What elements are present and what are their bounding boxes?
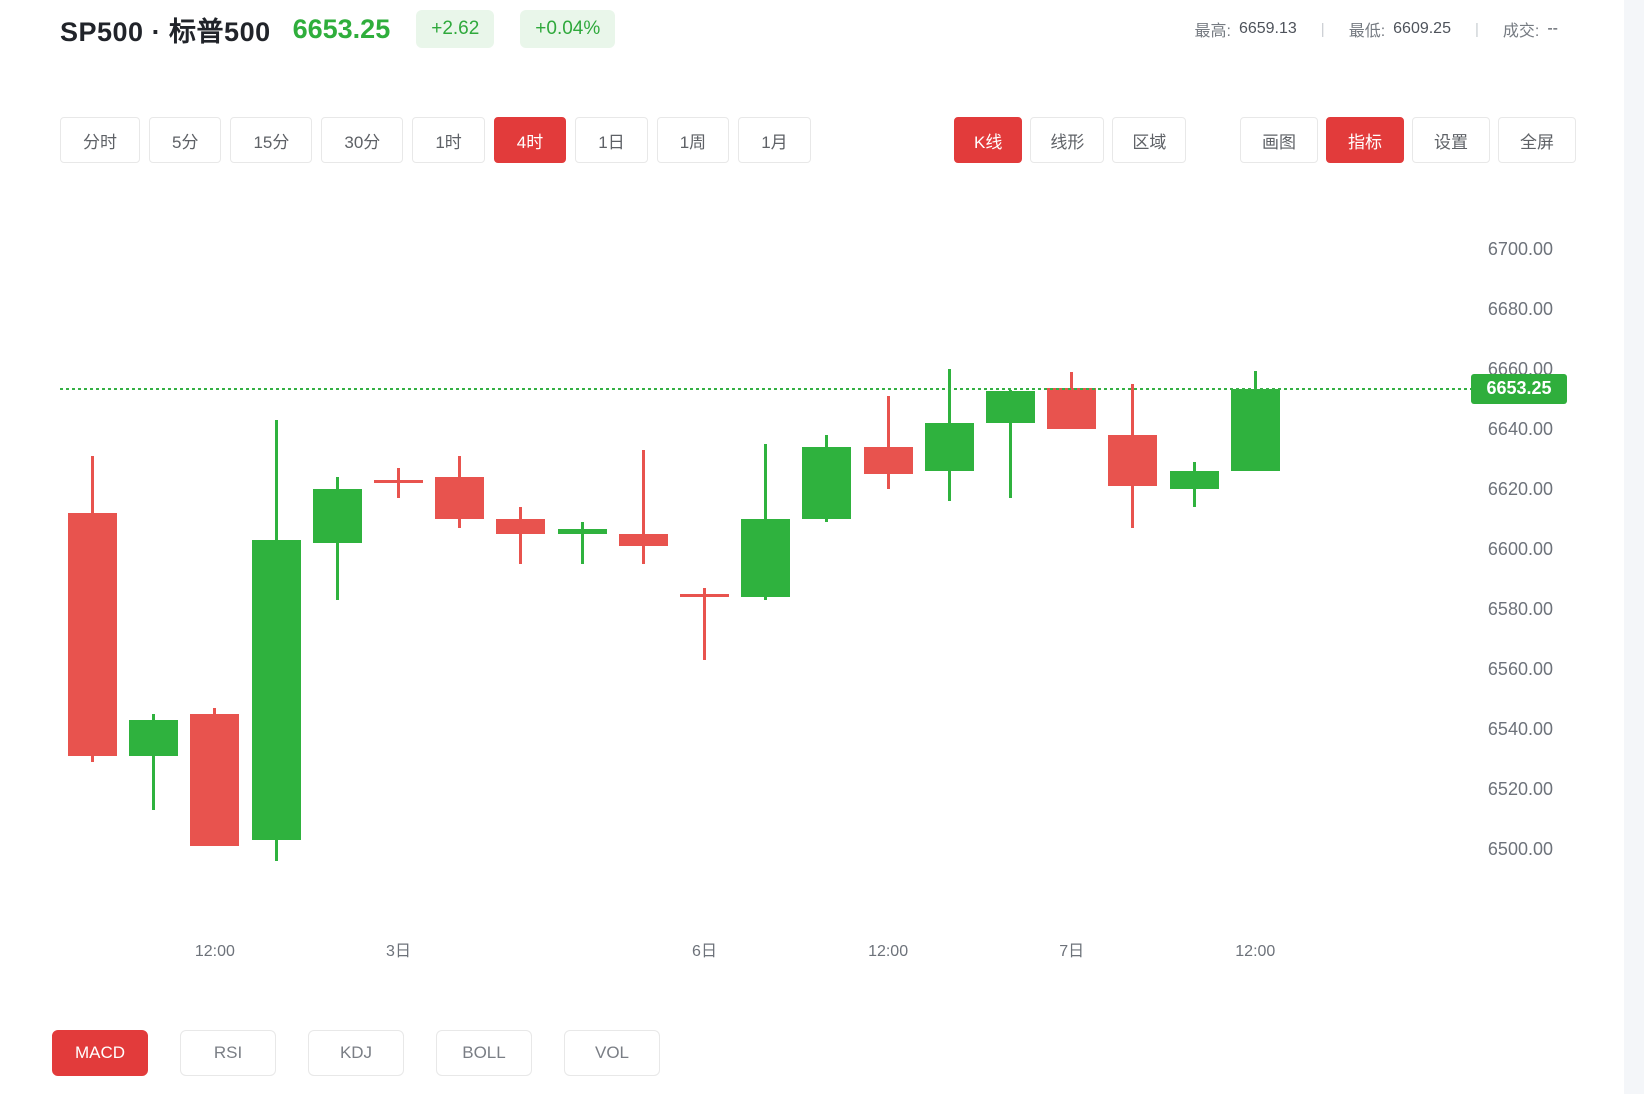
candle-body [496,518,546,534]
candle-wick [397,467,400,498]
charttype-area-button[interactable]: 区域 [1112,117,1187,163]
period-15min-button[interactable]: 15分 [230,117,313,163]
candle-body [986,391,1035,423]
tool-button-group: 画图 指标 设置 全屏 [1240,117,1576,163]
candle-body [1169,470,1219,489]
candle-body [374,479,423,483]
candle-wick [1009,389,1012,498]
tool-settings-button[interactable]: 设置 [1412,117,1490,163]
candle-body [1108,434,1158,486]
candle-body [435,476,485,519]
period-4h-button[interactable]: 4时 [493,117,567,163]
indicator-boll-button[interactable]: BOLL [436,1030,532,1076]
candle-body [312,488,362,543]
y-axis-label: 6540.00 [1487,718,1553,739]
y-axis-label: 6500.00 [1487,838,1553,859]
candle-body [924,422,974,471]
x-axis-label: 12:00 [868,943,909,960]
charttype-kline-button[interactable]: K线 [954,117,1023,163]
tool-fullscreen-button[interactable]: 全屏 [1498,117,1576,163]
period-30min-button[interactable]: 30分 [321,117,404,163]
x-axis-label: 3日 [386,943,411,960]
low-value: 6609.25 [1393,20,1451,37]
candle-wick [519,506,523,564]
y-axis-label: 6620.00 [1487,478,1553,499]
low-label: 最低: [1348,23,1386,40]
high-value: 6659.13 [1238,20,1297,37]
symbol-title: SP500 · 标普500 [60,16,271,47]
chart-type-button-group: K线 线形 区域 [954,117,1187,163]
stats-divider: | [1320,20,1325,38]
current-price: 6653.25 [292,13,391,44]
period-1mo-button[interactable]: 1月 [738,117,811,163]
indicator-rsi-button[interactable]: RSI [180,1030,276,1076]
period-1d-button[interactable]: 1日 [575,117,648,163]
period-button-group: 分时 5分 15分 30分 1时 4时 1日 1周 1月 [60,117,811,163]
candle-body [68,512,117,756]
period-timeline-button[interactable]: 分时 [60,117,140,163]
high-label: 最高: [1194,23,1231,40]
candle-body [741,518,791,597]
candle-body [251,539,301,840]
period-1h-button[interactable]: 1时 [412,117,485,163]
y-axis-label: 6600.00 [1487,538,1553,559]
candle-wick [152,713,156,810]
volume-value: -- [1547,20,1558,37]
x-axis-label: 12:00 [194,943,235,960]
candle-wick [641,449,645,564]
tool-indicator-button[interactable]: 指标 [1326,117,1404,163]
candle-body [190,713,240,846]
x-axis-label: 12:00 [1235,943,1276,960]
candle-body [557,529,607,534]
candlestick-chart[interactable]: 6700.00 6680.00 6660.00 6640.00 6620.00 6600.… [0,180,1644,980]
candle-body [1047,388,1097,429]
indicator-vol-button[interactable]: VOL [564,1030,660,1076]
candle-body [680,593,729,597]
x-axis-label: 7日 [1059,943,1085,960]
session-stats: 最高: 6659.13 | 最低: 6609.25 | 成交: -- [1194,17,1558,41]
indicator-macd-button[interactable]: MACD [52,1030,148,1076]
header: SP500 · 标普500 6653.25 +2.62 +0.04% 最高: 6… [60,6,1558,52]
stats-divider: | [1474,20,1479,38]
candle-wick [580,521,584,564]
candle-wick [886,395,890,489]
candle-body [863,446,913,474]
charttype-line-button[interactable]: 线形 [1030,117,1105,163]
y-axis-label: 6660.00 [1487,358,1553,379]
volume-label: 成交: [1502,23,1540,40]
indicator-kdj-button[interactable]: KDJ [308,1030,404,1076]
page-scrollbar[interactable] [1624,0,1644,1094]
candle-body [618,533,668,546]
candle-body [802,446,852,519]
y-axis-label: 6640.00 [1487,418,1553,439]
y-axis-label: 6580.00 [1487,598,1553,619]
price-change-percent-badge: +0.04% [520,10,616,48]
x-axis-label: 6日 [692,943,717,960]
current-price-tag: 6653.25 [1471,373,1567,404]
candle-body [1230,388,1280,471]
price-change-badge: +2.62 [416,10,495,48]
indicator-button-group: MACD RSI KDJ BOLL VOL [52,1030,660,1076]
y-axis-label: 6700.00 [1487,238,1553,259]
candle-wick [703,587,706,660]
current-price-line [60,387,1567,390]
y-axis-label: 6680.00 [1487,298,1553,319]
tool-draw-button[interactable]: 画图 [1240,117,1318,163]
period-5min-button[interactable]: 5分 [149,117,222,163]
candle-body [129,719,179,756]
period-1w-button[interactable]: 1周 [656,117,730,163]
y-axis-label: 6520.00 [1487,778,1553,799]
y-axis-label: 6560.00 [1487,658,1553,679]
